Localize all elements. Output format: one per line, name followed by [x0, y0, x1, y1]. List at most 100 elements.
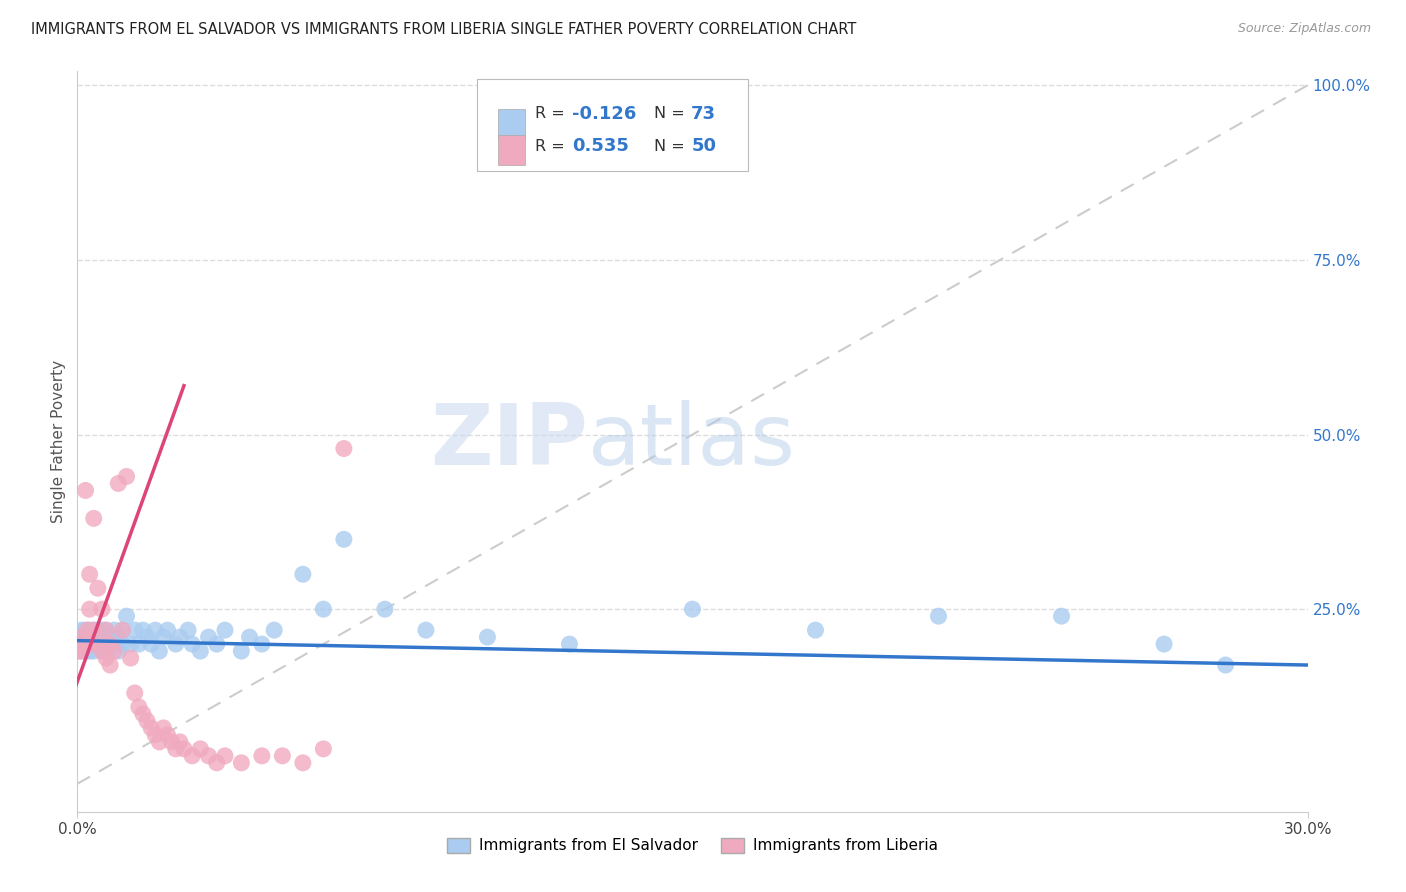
Point: [1050, 609, 1073, 624]
Point: [312, 602, 335, 616]
Point: [477, 630, 499, 644]
Point: [76, 623, 98, 637]
Point: [374, 602, 396, 616]
Point: [72, 630, 94, 644]
Text: R =: R =: [536, 139, 569, 153]
Point: [98, 658, 121, 673]
Point: [70, 630, 93, 644]
Point: [250, 637, 273, 651]
Point: [188, 742, 212, 756]
Point: [111, 623, 134, 637]
Point: [291, 756, 314, 770]
Point: [160, 735, 183, 749]
Text: N =: N =: [654, 139, 690, 153]
Point: [132, 706, 155, 721]
Point: [250, 748, 273, 763]
Text: R =: R =: [536, 106, 569, 121]
Point: [128, 700, 150, 714]
Point: [79, 637, 101, 651]
Point: [75, 630, 97, 644]
Point: [111, 637, 134, 651]
Text: Source: ZipAtlas.com: Source: ZipAtlas.com: [1237, 22, 1371, 36]
Point: [72, 637, 94, 651]
Point: [79, 623, 101, 637]
Point: [143, 623, 166, 637]
Point: [75, 483, 97, 498]
Point: [79, 567, 101, 582]
Point: [231, 644, 253, 658]
Point: [177, 623, 200, 637]
Point: [67, 637, 90, 651]
Point: [333, 533, 356, 547]
Point: [181, 637, 204, 651]
Point: [682, 602, 704, 616]
Point: [90, 623, 114, 637]
Point: [156, 728, 179, 742]
Point: [94, 623, 117, 637]
Point: [165, 637, 187, 651]
Point: [83, 644, 105, 658]
Text: atlas: atlas: [588, 400, 796, 483]
Point: [231, 756, 253, 770]
Point: [75, 623, 97, 637]
Point: [214, 748, 236, 763]
Point: [141, 721, 163, 735]
Point: [79, 602, 101, 616]
Point: [128, 637, 150, 651]
Bar: [498, 136, 526, 165]
Point: [83, 623, 105, 637]
Point: [67, 644, 90, 658]
Point: [148, 644, 170, 658]
Point: [87, 581, 110, 595]
Point: [197, 748, 219, 763]
Point: [83, 637, 105, 651]
Point: [291, 567, 314, 582]
Text: N =: N =: [654, 106, 690, 121]
Point: [79, 644, 101, 658]
Text: -0.126: -0.126: [572, 105, 637, 123]
Point: [90, 602, 114, 616]
Point: [141, 637, 163, 651]
Point: [72, 637, 94, 651]
Point: [70, 630, 93, 644]
Point: [165, 742, 187, 756]
Point: [87, 630, 110, 644]
FancyBboxPatch shape: [477, 78, 748, 171]
Point: [271, 748, 294, 763]
Text: 50: 50: [692, 137, 716, 155]
Point: [84, 630, 107, 644]
Point: [111, 623, 134, 637]
Point: [169, 735, 191, 749]
Point: [70, 623, 93, 637]
Point: [169, 630, 191, 644]
Point: [263, 623, 285, 637]
Point: [115, 469, 138, 483]
Point: [94, 623, 117, 637]
Point: [79, 630, 101, 644]
Point: [90, 637, 114, 651]
Bar: [498, 109, 526, 138]
Point: [115, 609, 138, 624]
Point: [188, 644, 212, 658]
Point: [103, 637, 125, 651]
Point: [214, 623, 236, 637]
Text: 73: 73: [692, 105, 716, 123]
Point: [197, 630, 219, 644]
Point: [76, 637, 98, 651]
Point: [83, 511, 105, 525]
Point: [804, 623, 827, 637]
Point: [124, 686, 146, 700]
Y-axis label: Single Father Poverty: Single Father Poverty: [51, 360, 66, 523]
Point: [90, 644, 114, 658]
Point: [1215, 658, 1237, 673]
Point: [83, 623, 105, 637]
Point: [67, 637, 90, 651]
Point: [173, 742, 195, 756]
Point: [132, 623, 155, 637]
Point: [75, 644, 97, 658]
Point: [107, 630, 129, 644]
Point: [239, 630, 262, 644]
Point: [79, 637, 101, 651]
Point: [87, 623, 110, 637]
Point: [70, 644, 93, 658]
